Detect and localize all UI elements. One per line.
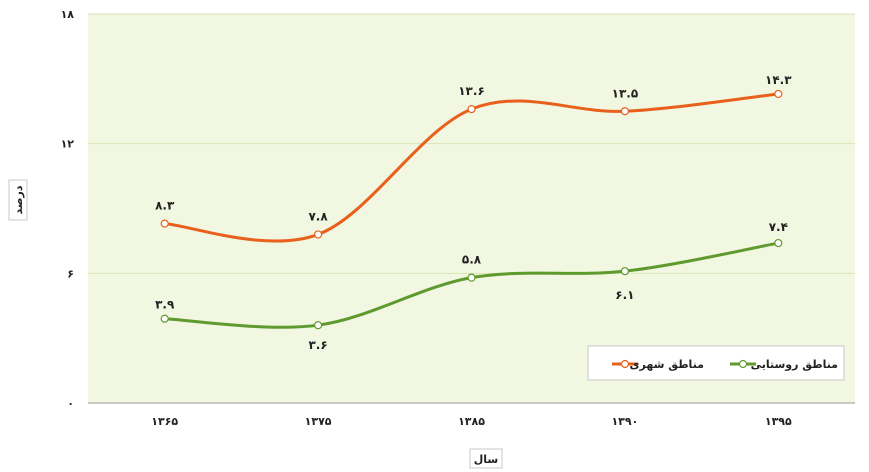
- y-tick-label: ۶: [67, 267, 74, 280]
- data-point: [160, 314, 169, 323]
- data-point: [160, 219, 169, 228]
- data-point: [774, 89, 783, 99]
- data-label: ۱۳.۶: [458, 84, 485, 98]
- data-label: ۷.۸: [308, 209, 328, 223]
- legend: مناطق روستایی مناطق شهری: [587, 345, 845, 381]
- legend-swatch-marker: [738, 359, 748, 369]
- x-tick-labels: ۱۳۶۵ ۱۳۷۵ ۱۳۸۵ ۱۳۹۰ ۱۳۹۵: [151, 415, 792, 428]
- data-point: [314, 230, 323, 239]
- y-tick-labels: ۰ ۶ ۱۲ ۱۸: [61, 8, 75, 410]
- data-point: [467, 273, 476, 282]
- data-label: ۶.۱: [615, 288, 634, 302]
- data-label: ۱۳.۵: [612, 86, 639, 100]
- data-label: ۳.۶: [308, 338, 327, 352]
- series-group: ۸.۳ ۷.۸ ۱۳.۶ ۱۳.۵ ۱۴.۳ ۳.۹ ۳.۶ ۵.۸ ۶.۱ ۷.۴: [155, 73, 792, 352]
- x-tick-label: ۱۳۹۵: [765, 415, 792, 428]
- x-tick-label: ۱۳۸۵: [458, 415, 485, 428]
- y-axis-label: درصد: [8, 179, 28, 221]
- x-axis-label: سال: [469, 448, 503, 469]
- data-label: ۸.۳: [155, 199, 175, 213]
- legend-entry: مناطق شهری: [629, 358, 704, 371]
- plot-area: [88, 14, 855, 403]
- y-tick-label: ۰: [67, 397, 74, 410]
- y-tick-label: ۱۸: [61, 8, 75, 21]
- data-point: [314, 321, 323, 330]
- data-point: [774, 238, 783, 248]
- data-label: ۷.۴: [769, 220, 788, 234]
- y-axis-label-text: درصد: [12, 185, 25, 214]
- x-tick-label: ۱۳۹۰: [611, 415, 638, 428]
- x-axis-label-text: سال: [474, 453, 499, 466]
- legend-swatch-marker: [620, 359, 630, 369]
- y-tick-label: ۱۲: [61, 138, 75, 151]
- x-tick-label: ۱۳۶۵: [151, 415, 178, 428]
- gridlines: [88, 13, 855, 274]
- data-label: ۱۴.۳: [765, 73, 792, 87]
- data-point: [620, 107, 630, 116]
- x-tick-label: ۱۳۷۵: [305, 415, 332, 428]
- data-label: ۳.۹: [155, 298, 175, 312]
- data-point: [620, 267, 630, 276]
- data-point: [467, 104, 476, 114]
- legend-entry: مناطق روستایی: [751, 358, 838, 371]
- data-label: ۵.۸: [462, 253, 482, 267]
